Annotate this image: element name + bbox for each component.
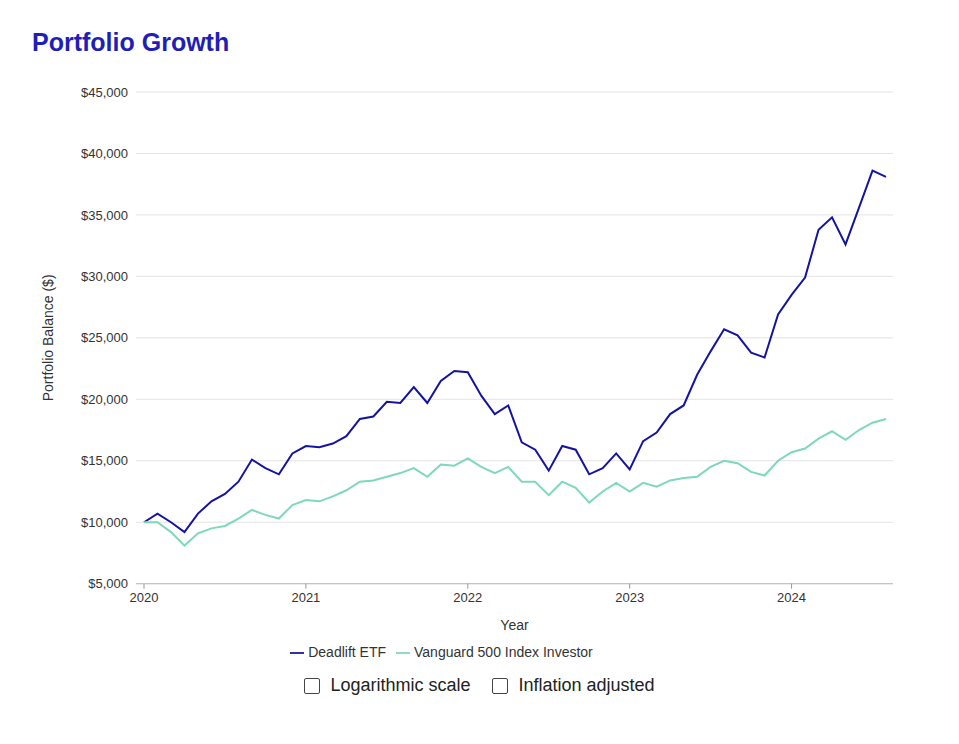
- html-text:Vanguard 500 Index Investor: Vanguard 500 Index Investor: [414, 643, 593, 660]
- svg-text:$15,000: $15,000: [81, 453, 128, 468]
- html-text:Portfolio Growth: Portfolio Growth: [32, 28, 230, 56]
- svg-text:2023: 2023: [615, 590, 644, 605]
- svg-text:2020: 2020: [130, 590, 159, 605]
- svg-text:Year: Year: [500, 617, 529, 633]
- svg-text:$40,000: $40,000: [81, 146, 128, 161]
- svg-text:Portfolio Balance ($): Portfolio Balance ($): [40, 274, 56, 401]
- html-text:Deadlift ETF: Deadlift ETF: [308, 643, 386, 660]
- html-text:Inflation adjusted: Inflation adjusted: [518, 675, 655, 695]
- svg-text:$30,000: $30,000: [81, 269, 128, 284]
- svg-text:$45,000: $45,000: [81, 85, 128, 100]
- html-text:Logarithmic scale: Logarithmic scale: [330, 675, 471, 695]
- svg-text:$5,000: $5,000: [88, 576, 128, 591]
- svg-text:2021: 2021: [291, 590, 320, 605]
- svg-text:$20,000: $20,000: [81, 392, 128, 407]
- svg-text:$10,000: $10,000: [81, 515, 128, 530]
- svg-text:2022: 2022: [453, 590, 482, 605]
- svg-text:$25,000: $25,000: [81, 330, 128, 345]
- svg-text:2024: 2024: [777, 590, 806, 605]
- svg-text:$35,000: $35,000: [81, 208, 128, 223]
